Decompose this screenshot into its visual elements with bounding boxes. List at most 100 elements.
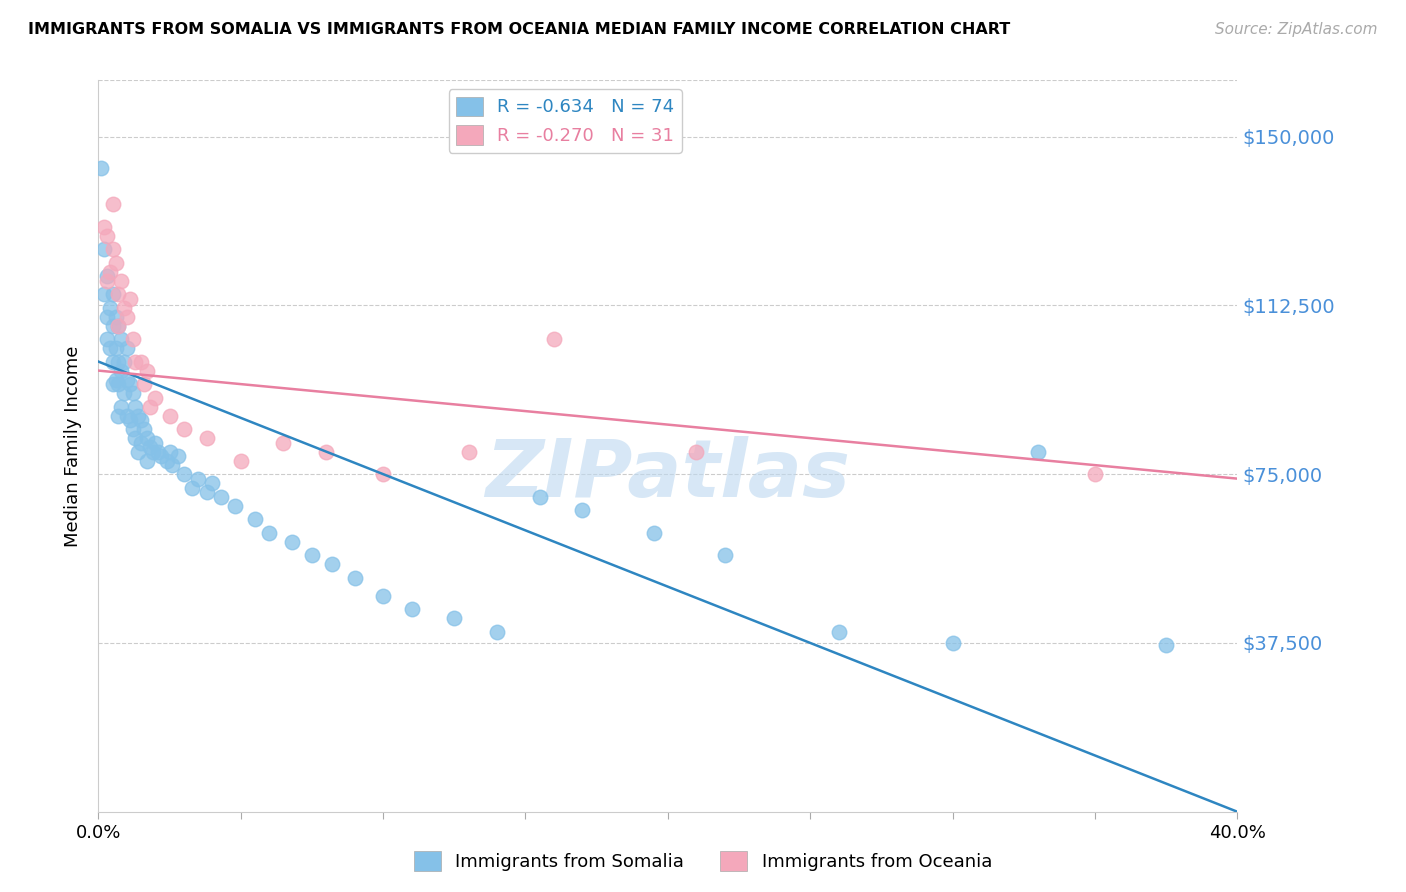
Point xyxy=(104,373,127,387)
Point xyxy=(101,287,124,301)
Point xyxy=(98,341,121,355)
Point xyxy=(942,636,965,650)
Point xyxy=(135,431,157,445)
Text: Source: ZipAtlas.com: Source: ZipAtlas.com xyxy=(1215,22,1378,37)
Point xyxy=(571,503,593,517)
Point xyxy=(321,557,343,571)
Point xyxy=(104,341,127,355)
Point xyxy=(129,413,152,427)
Point xyxy=(98,264,121,278)
Point xyxy=(101,318,124,333)
Point xyxy=(1154,638,1177,652)
Point xyxy=(107,377,129,392)
Point xyxy=(167,449,190,463)
Point xyxy=(127,444,149,458)
Point xyxy=(127,409,149,423)
Point xyxy=(112,301,135,315)
Point xyxy=(1084,467,1107,482)
Point xyxy=(145,435,167,450)
Point xyxy=(181,481,204,495)
Point xyxy=(129,435,152,450)
Point xyxy=(132,422,155,436)
Point xyxy=(101,377,124,392)
Point xyxy=(301,548,323,562)
Point xyxy=(124,354,146,368)
Point xyxy=(135,453,157,467)
Point xyxy=(159,409,181,423)
Point xyxy=(162,458,184,472)
Point xyxy=(145,391,167,405)
Point xyxy=(187,472,209,486)
Point xyxy=(132,377,155,392)
Point xyxy=(107,409,129,423)
Point xyxy=(543,332,565,346)
Text: IMMIGRANTS FROM SOMALIA VS IMMIGRANTS FROM OCEANIA MEDIAN FAMILY INCOME CORRELAT: IMMIGRANTS FROM SOMALIA VS IMMIGRANTS FR… xyxy=(28,22,1011,37)
Point xyxy=(259,525,281,540)
Point xyxy=(138,400,160,414)
Point xyxy=(486,624,509,639)
Point xyxy=(124,400,146,414)
Point xyxy=(159,444,181,458)
Legend: Immigrants from Somalia, Immigrants from Oceania: Immigrants from Somalia, Immigrants from… xyxy=(406,844,1000,879)
Point xyxy=(195,485,218,500)
Point xyxy=(98,301,121,315)
Point xyxy=(685,444,707,458)
Point xyxy=(101,197,124,211)
Point xyxy=(96,310,118,324)
Point xyxy=(135,363,157,377)
Point xyxy=(110,332,132,346)
Point xyxy=(93,242,115,256)
Point xyxy=(96,228,118,243)
Point xyxy=(96,332,118,346)
Point xyxy=(714,548,737,562)
Point xyxy=(118,413,141,427)
Point xyxy=(107,287,129,301)
Point xyxy=(96,269,118,284)
Point xyxy=(173,467,195,482)
Point xyxy=(373,589,395,603)
Point xyxy=(110,363,132,377)
Point xyxy=(148,444,170,458)
Point xyxy=(90,161,112,175)
Point xyxy=(401,602,423,616)
Point xyxy=(343,571,366,585)
Point xyxy=(115,373,138,387)
Point xyxy=(373,467,395,482)
Point xyxy=(115,310,138,324)
Point xyxy=(118,377,141,392)
Point xyxy=(281,534,304,549)
Point xyxy=(115,341,138,355)
Point xyxy=(273,435,295,450)
Point xyxy=(112,354,135,368)
Point xyxy=(121,386,143,401)
Point xyxy=(96,274,118,288)
Point xyxy=(104,255,127,269)
Point xyxy=(138,440,160,454)
Point xyxy=(121,332,143,346)
Point xyxy=(209,490,232,504)
Point xyxy=(457,444,479,458)
Legend: R = -0.634   N = 74, R = -0.270   N = 31: R = -0.634 N = 74, R = -0.270 N = 31 xyxy=(449,89,682,153)
Point xyxy=(529,490,551,504)
Point xyxy=(173,422,195,436)
Point xyxy=(121,422,143,436)
Point xyxy=(124,431,146,445)
Point xyxy=(110,400,132,414)
Point xyxy=(229,453,252,467)
Point xyxy=(93,219,115,234)
Point xyxy=(93,287,115,301)
Point xyxy=(828,624,851,639)
Point xyxy=(150,449,173,463)
Point xyxy=(104,310,127,324)
Point xyxy=(201,476,224,491)
Point xyxy=(107,318,129,333)
Point xyxy=(315,444,337,458)
Point xyxy=(443,611,465,625)
Point xyxy=(243,512,266,526)
Point xyxy=(643,525,665,540)
Point xyxy=(118,292,141,306)
Point xyxy=(195,431,218,445)
Y-axis label: Median Family Income: Median Family Income xyxy=(65,345,83,547)
Point xyxy=(101,354,124,368)
Point xyxy=(112,386,135,401)
